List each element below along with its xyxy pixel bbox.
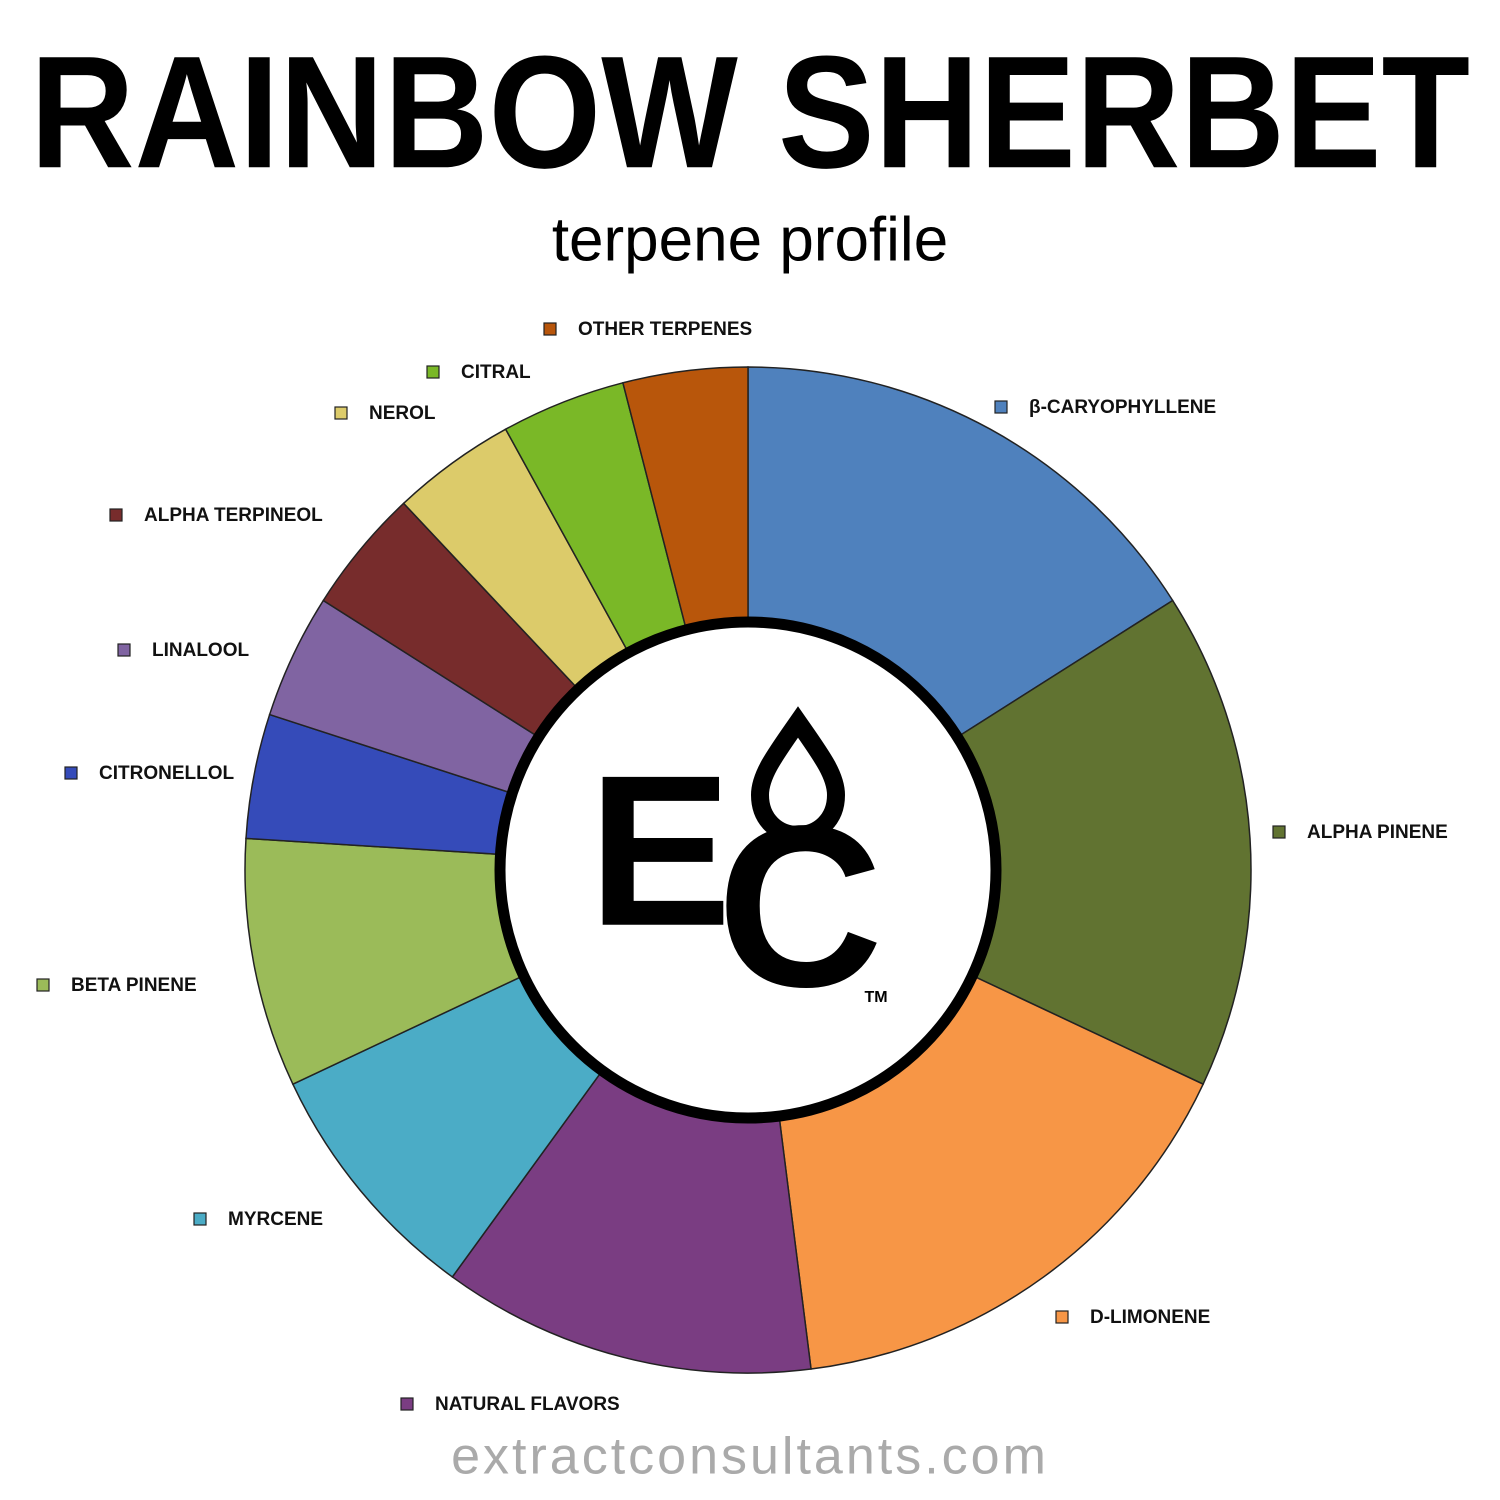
donut-hole [494, 616, 1002, 1124]
legend-swatch [543, 322, 557, 336]
legend-label: β-CARYOPHYLLENE [1029, 397, 1216, 418]
legend-label: CITRAL [461, 362, 531, 383]
legend-label: ALPHA PINENE [1307, 822, 1448, 843]
legend-label: MYRCENE [228, 1209, 323, 1230]
legend-swatch [994, 400, 1008, 414]
legend-label: LINALOOL [152, 640, 249, 661]
legend-swatch [109, 508, 123, 522]
legend-label: NATURAL FLAVORS [435, 1394, 620, 1415]
legend-swatch [400, 1397, 414, 1411]
footer: extractconsultants.com [451, 1428, 1049, 1486]
legend-label: NEROL [369, 403, 436, 424]
legend-swatch [1055, 1310, 1069, 1324]
chart-title: RAINBOW SHERBET [30, 22, 1470, 201]
legend-swatch [334, 406, 348, 420]
legend: β-CARYOPHYLLENE ALPHA PINENE D-LIMONENE NAT… [36, 319, 1448, 1415]
legend-label: OTHER TERPENES [578, 319, 752, 340]
legend-swatch [1272, 825, 1286, 839]
legend-label: ALPHA TERPINEOL [144, 505, 323, 526]
legend-swatch [36, 978, 50, 992]
legend-label: CITRONELLOL [99, 763, 234, 784]
logo: E C TM [588, 706, 888, 1035]
legend-swatch [426, 365, 440, 379]
legend-swatch [193, 1212, 207, 1226]
logo-letter: C [717, 778, 883, 1035]
legend-swatch [117, 643, 131, 657]
legend-label: D-LIMONENE [1090, 1307, 1210, 1328]
logo-trademark: TM [864, 989, 887, 1006]
legend-label: BETA PINENE [71, 975, 197, 996]
logo-drop [750, 706, 846, 845]
logo-letter: E [588, 730, 731, 971]
chart-subtitle: terpene profile [552, 205, 948, 274]
legend-swatch [64, 766, 78, 780]
